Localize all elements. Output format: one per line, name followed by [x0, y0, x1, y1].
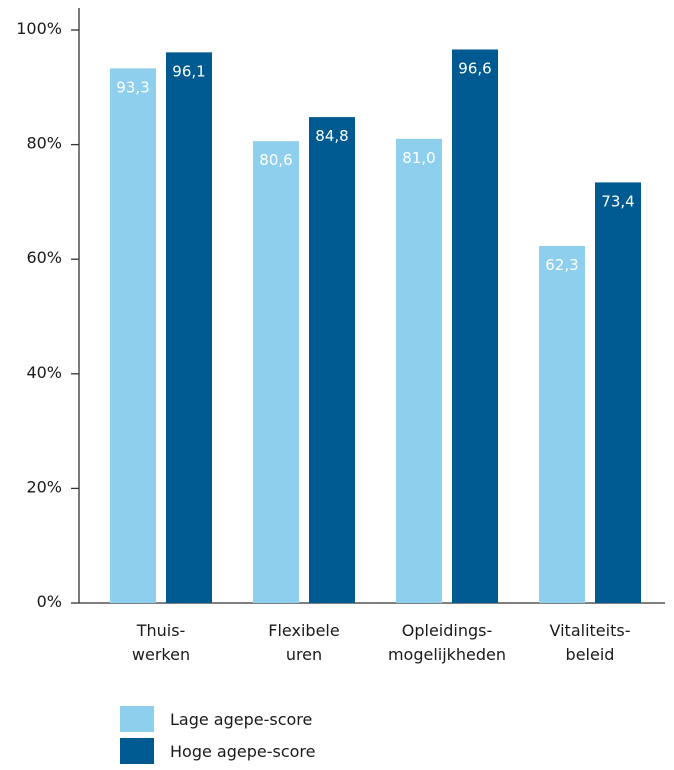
bars: 93,3 80,6 81,0 62,3 96,1 84,8 96,6 73,4: [110, 49, 641, 604]
bar-lage-0: [110, 68, 156, 604]
bar-hoge-3: [595, 182, 641, 603]
bar-lage-2: [396, 138, 442, 603]
x-category-label: werken: [132, 645, 190, 664]
bar-value-label: 73,4: [601, 192, 634, 210]
bar-value-label: 80,6: [259, 151, 292, 169]
x-axis-categories: Thuis-werken Flexibele uren Opleidings-moge…: [132, 621, 631, 664]
x-category-label: beleid: [566, 645, 615, 664]
bar-hoge-1: [309, 117, 355, 603]
bar-value-label: 93,3: [116, 78, 149, 96]
x-category-label: Vitaliteits-: [550, 621, 631, 640]
y-tick-label: 0%: [37, 592, 62, 611]
bar-value-label: 84,8: [315, 127, 348, 145]
legend-swatch: [120, 738, 154, 764]
bar-value-label: 96,6: [458, 59, 491, 77]
bar-hoge-2: [452, 49, 498, 604]
legend-swatch: [120, 706, 154, 732]
x-category-label: mogelijkheden: [388, 645, 506, 664]
bar-lage-1: [253, 141, 299, 604]
bar-lage-3: [539, 246, 585, 603]
x-category-label: Flexibele: [268, 621, 339, 640]
legend-label: Lage agepe-score: [170, 710, 312, 729]
y-tick-label: 80%: [26, 134, 62, 153]
bar-value-label: 96,1: [172, 62, 205, 80]
y-tick-label: 20%: [26, 477, 62, 496]
y-tick-label: 60%: [26, 248, 62, 267]
y-tick-label: 100%: [16, 19, 62, 38]
x-category-label: uren: [286, 645, 322, 664]
x-category-label: Opleidings-: [402, 621, 493, 640]
bar-value-label: 81,0: [402, 149, 435, 167]
x-category-label: Thuis-: [136, 621, 186, 640]
bar-value-label: 62,3: [545, 256, 578, 274]
y-axis-ticks: 0% 20% 40% 60% 80% 100%: [16, 19, 79, 611]
y-tick-label: 40%: [26, 363, 62, 382]
legend-label: Hoge agepe-score: [170, 742, 315, 761]
bar-hoge-0: [166, 52, 212, 604]
legend: Lage agepe-score Hoge agepe-score: [120, 706, 315, 764]
